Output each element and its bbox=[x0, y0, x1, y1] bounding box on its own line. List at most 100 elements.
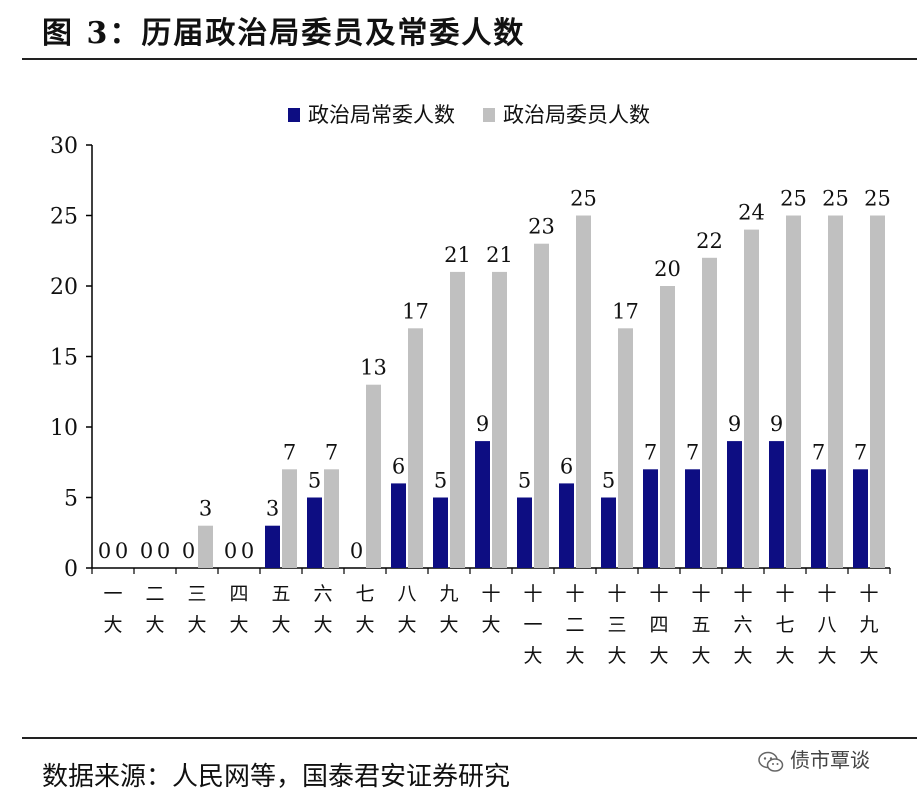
bar-standing-committee bbox=[643, 469, 658, 568]
data-label: 5 bbox=[434, 469, 447, 493]
data-label: 0 bbox=[98, 539, 111, 563]
legend-swatch bbox=[288, 108, 300, 122]
bar-standing-committee bbox=[307, 497, 322, 568]
bar-politburo bbox=[198, 525, 213, 568]
bar-politburo bbox=[744, 229, 759, 568]
watermark: 债市覃谈 bbox=[758, 744, 870, 773]
bar-politburo bbox=[870, 215, 885, 568]
x-category-label: 十八大 bbox=[817, 583, 836, 667]
data-label: 7 bbox=[854, 440, 867, 464]
bar-politburo bbox=[324, 469, 339, 568]
x-category-label: 二大 bbox=[145, 583, 164, 636]
data-label: 5 bbox=[308, 469, 321, 493]
bar-standing-committee bbox=[601, 497, 616, 568]
y-tick-label: 30 bbox=[50, 134, 78, 159]
data-label: 0 bbox=[241, 539, 254, 563]
x-category-label: 十六大 bbox=[733, 583, 752, 667]
bar-standing-committee bbox=[475, 441, 490, 568]
x-category-label: 九大 bbox=[439, 583, 458, 636]
x-category-label: 十一大 bbox=[523, 583, 542, 667]
bar-standing-committee bbox=[265, 525, 280, 568]
bar-politburo bbox=[366, 384, 381, 568]
bar-standing-committee bbox=[559, 483, 574, 568]
data-label: 20 bbox=[654, 257, 681, 281]
data-label: 0 bbox=[157, 539, 170, 563]
data-label: 23 bbox=[528, 215, 555, 239]
bar-politburo bbox=[492, 271, 507, 568]
data-label: 0 bbox=[350, 539, 363, 563]
legend-label: 政治局委员人数 bbox=[503, 103, 650, 127]
data-label: 0 bbox=[182, 539, 195, 563]
legend-swatch bbox=[483, 108, 495, 122]
data-label: 5 bbox=[602, 469, 615, 493]
bar-politburo bbox=[828, 215, 843, 568]
wechat-icon bbox=[758, 751, 784, 772]
data-label: 7 bbox=[283, 440, 296, 464]
data-label: 3 bbox=[266, 497, 279, 521]
data-label: 25 bbox=[864, 187, 891, 211]
x-category-label: 六大 bbox=[313, 583, 332, 636]
x-category-label: 一大 bbox=[103, 583, 122, 636]
bar-politburo bbox=[576, 215, 591, 568]
x-category-label: 十四大 bbox=[649, 583, 668, 667]
x-category-label: 十七大 bbox=[775, 583, 794, 667]
data-label: 9 bbox=[476, 412, 489, 436]
bar-standing-committee bbox=[727, 441, 742, 568]
y-tick-label: 15 bbox=[50, 346, 78, 371]
data-label: 7 bbox=[644, 440, 657, 464]
data-label: 5 bbox=[518, 469, 531, 493]
data-label: 17 bbox=[402, 299, 429, 323]
watermark-text: 债市覃谈 bbox=[790, 748, 870, 772]
y-tick-label: 0 bbox=[64, 557, 78, 582]
data-label: 9 bbox=[770, 412, 783, 436]
x-category-label: 四大 bbox=[229, 583, 248, 636]
data-label: 25 bbox=[570, 187, 597, 211]
bottom-rule bbox=[22, 737, 917, 739]
x-category-label: 十五大 bbox=[691, 583, 710, 667]
y-tick-label: 10 bbox=[50, 416, 78, 441]
x-category-label: 七大 bbox=[355, 583, 374, 636]
data-label: 0 bbox=[224, 539, 237, 563]
x-category-label: 十大 bbox=[481, 583, 500, 636]
bar-politburo bbox=[702, 257, 717, 568]
data-source-note: 数据来源：人民网等，国泰君安证券研究 bbox=[42, 762, 511, 792]
data-label: 7 bbox=[686, 440, 699, 464]
data-label: 22 bbox=[696, 229, 723, 253]
data-label: 6 bbox=[392, 454, 405, 478]
top-rule bbox=[22, 58, 917, 60]
data-label: 3 bbox=[199, 497, 212, 521]
data-label: 25 bbox=[822, 187, 849, 211]
bar-standing-committee bbox=[433, 497, 448, 568]
data-label: 7 bbox=[325, 440, 338, 464]
bar-standing-committee bbox=[517, 497, 532, 568]
bar-politburo bbox=[408, 328, 423, 568]
y-tick-label: 20 bbox=[50, 275, 78, 300]
data-label: 7 bbox=[812, 440, 825, 464]
x-category-label: 十二大 bbox=[565, 583, 584, 667]
bar-politburo bbox=[660, 286, 675, 568]
data-label: 0 bbox=[140, 539, 153, 563]
data-label: 13 bbox=[360, 356, 387, 380]
x-category-label: 十九大 bbox=[859, 583, 878, 667]
data-label: 0 bbox=[115, 539, 128, 563]
bar-standing-committee bbox=[685, 469, 700, 568]
data-label: 6 bbox=[560, 454, 573, 478]
bar-standing-committee bbox=[811, 469, 826, 568]
bar-politburo bbox=[786, 215, 801, 568]
x-category-label: 十三大 bbox=[607, 583, 626, 667]
data-label: 21 bbox=[486, 243, 513, 267]
bar-politburo bbox=[450, 271, 465, 568]
bar-politburo bbox=[282, 469, 297, 568]
chart-title: 图 3：历届政治局委员及常委人数 bbox=[42, 16, 526, 51]
y-tick-label: 5 bbox=[64, 487, 78, 512]
x-category-label: 五大 bbox=[271, 583, 290, 636]
y-tick-label: 25 bbox=[50, 205, 78, 230]
bar-standing-committee bbox=[391, 483, 406, 568]
data-label: 21 bbox=[444, 243, 471, 267]
bar-standing-committee bbox=[853, 469, 868, 568]
legend-label: 政治局常委人数 bbox=[308, 103, 455, 127]
bar-standing-committee bbox=[769, 441, 784, 568]
x-category-label: 三大 bbox=[187, 583, 206, 636]
x-category-label: 八大 bbox=[397, 583, 416, 636]
